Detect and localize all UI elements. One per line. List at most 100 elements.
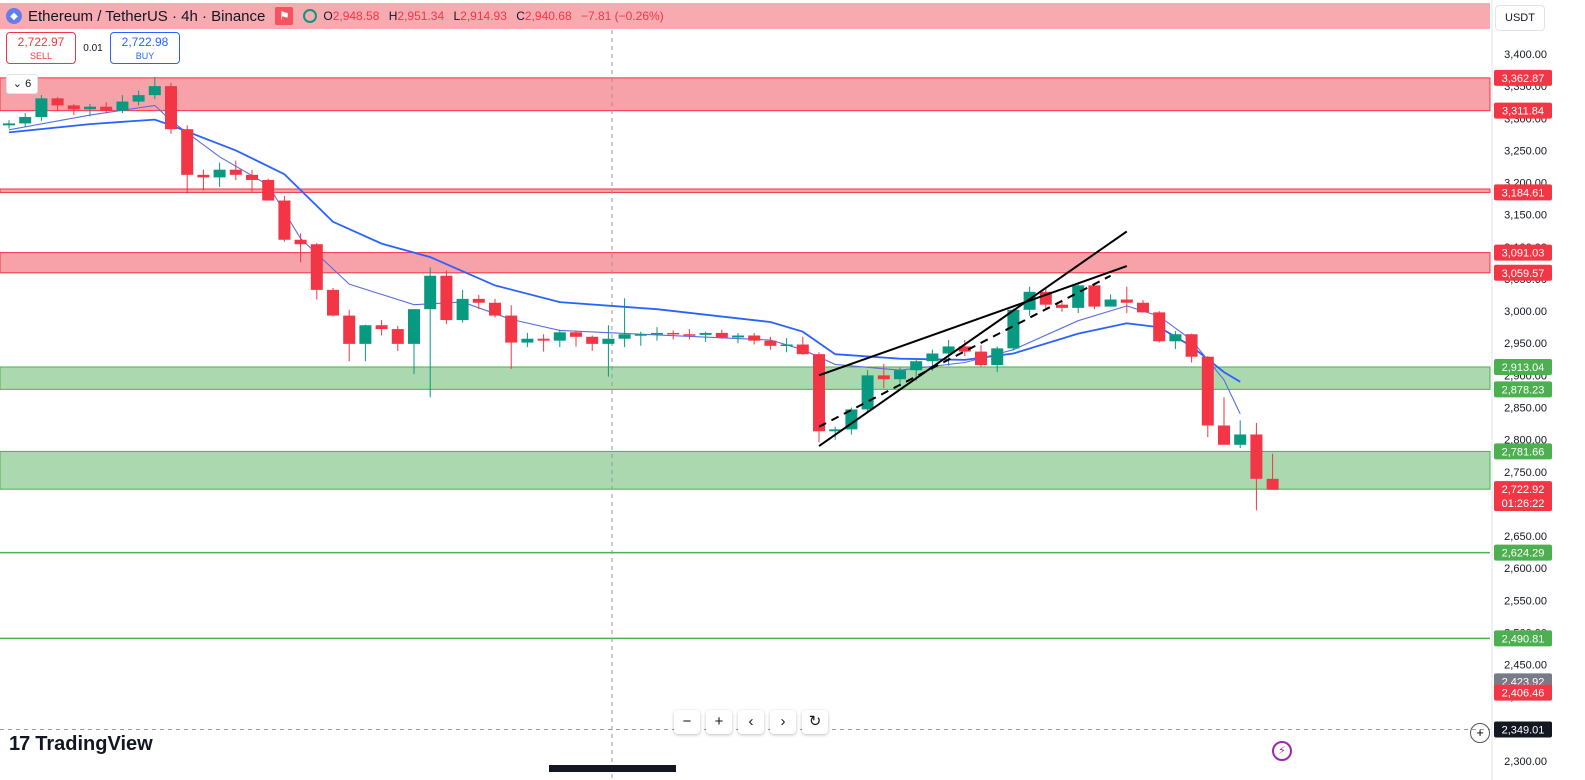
y-tick-label: 2,750.00 — [1504, 467, 1547, 479]
candle-body — [246, 174, 258, 180]
zoom-toolbar: − + ‹ › ↻ — [674, 710, 834, 734]
change-value: −7.81 (−0.26%) — [580, 9, 664, 23]
price-label: 3,362.87 — [1502, 73, 1545, 85]
ethereum-icon: ◆ — [6, 8, 22, 24]
candle-body — [780, 344, 793, 347]
candle-body — [926, 353, 939, 362]
sell-button[interactable]: 2,722.97 SELL — [6, 32, 76, 64]
candle-body — [100, 106, 113, 111]
sell-price: 2,722.97 — [17, 35, 65, 49]
price-label: 3,311.84 — [1502, 106, 1544, 118]
candle-body — [440, 275, 453, 321]
support-zone — [0, 450, 1491, 490]
candle-body — [294, 239, 307, 245]
countdown-label: 01:26:22 — [1502, 498, 1545, 510]
candle-body — [1218, 425, 1230, 445]
candle-body — [667, 332, 680, 335]
y-tick-label: 2,950.00 — [1504, 338, 1547, 350]
price-label: 2,406.46 — [1502, 688, 1545, 700]
reset-chart-button[interactable]: ↻ — [802, 710, 828, 734]
visibility-icon[interactable] — [303, 9, 318, 23]
price-label: 2,490.81 — [1502, 633, 1545, 645]
tradingview-logo[interactable]: 17 TradingView — [9, 733, 153, 756]
price-label: 2,624.29 — [1502, 548, 1545, 560]
candle-body — [683, 334, 696, 336]
flag-icon[interactable]: ⚑ — [275, 7, 294, 25]
candle-body — [84, 106, 96, 110]
candle-body — [1072, 285, 1085, 308]
candle-body — [51, 98, 64, 106]
buy-label: BUY — [135, 51, 155, 61]
price-label-bg — [1494, 630, 1552, 647]
candle-body — [343, 315, 356, 344]
candle-body — [958, 346, 971, 352]
spark-icon[interactable]: ⚡ — [1272, 741, 1292, 761]
y-tick-label: 2,850.00 — [1504, 403, 1547, 415]
price-label-bg — [1494, 244, 1552, 261]
y-tick-label: 2,550.00 — [1504, 595, 1547, 607]
candle-body — [262, 179, 275, 201]
scroll-right-button[interactable]: › — [770, 710, 796, 734]
candle-body — [829, 429, 842, 432]
candle-body — [586, 336, 599, 344]
high-value: 2,951.34 — [397, 9, 445, 23]
price-label-bg — [1494, 184, 1552, 201]
candle-body — [877, 375, 890, 380]
candle-body — [521, 338, 534, 343]
candle-body — [1201, 356, 1214, 426]
price-label: 3,059.57 — [1502, 268, 1545, 280]
candle-body — [553, 332, 566, 341]
add-alert-icon[interactable]: + — [1470, 723, 1490, 743]
scroll-left-button[interactable]: ‹ — [738, 710, 764, 734]
chart-header: ◆ Ethereum / TetherUS · 4h · Binance ⚑ O… — [0, 2, 670, 30]
y-tick-label: 2,300.00 — [1504, 756, 1547, 768]
price-label-bg — [1494, 69, 1552, 86]
candle-body — [910, 361, 923, 371]
zoom-in-button[interactable]: + — [706, 710, 732, 734]
candle-body — [148, 86, 161, 96]
candle-body — [132, 95, 145, 102]
price-label-bg — [1494, 358, 1552, 375]
buy-button[interactable]: 2,722.98 BUY — [110, 32, 180, 64]
price-label-bg — [1494, 443, 1552, 460]
zoom-out-button[interactable]: − — [674, 710, 700, 734]
indicators-toggle[interactable]: ⌄ 6 — [6, 74, 38, 94]
candle-body — [165, 86, 177, 130]
candle-body — [1234, 434, 1247, 445]
y-tick-label: 3,250.00 — [1504, 145, 1547, 157]
candle-body — [651, 332, 663, 335]
resistance-zone — [0, 188, 1491, 193]
trade-panel: 2,722.97 SELL 0.01 2,722.98 BUY — [6, 32, 180, 64]
candle-body — [715, 332, 728, 338]
candle-body — [424, 275, 437, 310]
header-band — [0, 3, 1490, 29]
trend-channel-line — [818, 274, 1112, 428]
price-label-bg — [1494, 684, 1552, 701]
y-tick-label: 2,650.00 — [1504, 531, 1547, 543]
candle-body — [748, 335, 761, 341]
candle-body — [813, 354, 825, 432]
candle-body — [699, 332, 712, 335]
candle-body — [618, 334, 631, 339]
bottom-scrollbar[interactable] — [549, 765, 676, 772]
price-label-bg — [1494, 264, 1552, 281]
y-tick-label: 2,450.00 — [1504, 660, 1547, 672]
y-tick-label: 3,000.00 — [1504, 306, 1547, 318]
candle-body — [537, 338, 550, 341]
symbol-title[interactable]: Ethereum / TetherUS · 4h · Binance — [28, 7, 266, 25]
candle-body — [1120, 299, 1133, 303]
currency-selector[interactable]: USDT — [1495, 5, 1545, 31]
y-tick-label: 3,150.00 — [1504, 210, 1547, 222]
candle-body — [116, 101, 129, 111]
tradingview-icon: 17 — [9, 733, 30, 755]
candle-body — [1185, 334, 1198, 357]
candle-body — [19, 116, 32, 124]
candle-body — [975, 351, 987, 366]
candle-body — [391, 329, 404, 344]
candle-body — [456, 298, 469, 321]
price-label: 3,184.61 — [1502, 187, 1545, 199]
candle-body — [1088, 285, 1101, 307]
candle-body — [570, 332, 582, 337]
candle-body — [1169, 334, 1182, 342]
